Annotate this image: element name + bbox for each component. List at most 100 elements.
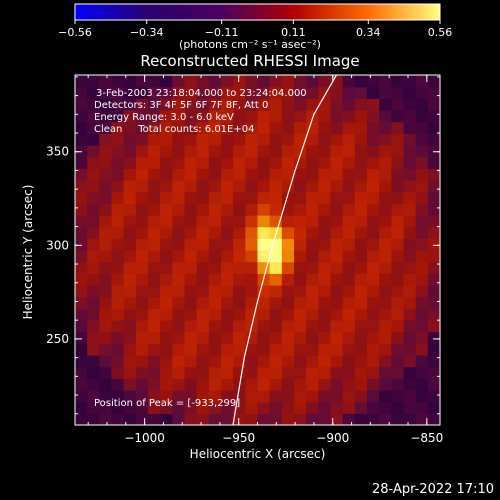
heatmap-cell xyxy=(306,98,319,111)
heatmap-cell xyxy=(172,355,186,368)
heatmap-cell xyxy=(87,226,100,239)
heatmap-cell xyxy=(367,215,380,228)
heatmap-cell xyxy=(257,320,271,333)
heatmap-cell xyxy=(135,308,149,321)
heatmap-cell xyxy=(184,121,198,134)
heatmap-cell xyxy=(196,343,210,356)
heatmap-cell xyxy=(269,308,283,321)
heatmap-cell xyxy=(99,296,113,309)
heatmap-cell xyxy=(403,226,417,239)
heatmap-cell xyxy=(172,98,186,111)
heatmap-cell xyxy=(281,180,295,193)
heatmap-cell xyxy=(233,180,246,193)
heatmap-cell xyxy=(306,401,319,414)
heatmap-cell xyxy=(342,331,356,344)
heatmap-cell xyxy=(172,308,186,321)
heatmap-cell xyxy=(415,86,429,99)
heatmap-cell xyxy=(281,86,295,99)
heatmap-cell xyxy=(184,308,198,321)
heatmap-cell xyxy=(342,401,356,414)
heatmap-cell xyxy=(281,296,295,309)
heatmap-cell xyxy=(111,331,125,344)
colorbar-unit: (photons cm⁻² s⁻¹ asec⁻²) xyxy=(179,38,321,51)
heatmap-cell xyxy=(330,331,344,344)
heatmap-cell xyxy=(99,378,113,391)
heatmap-cell xyxy=(99,215,113,228)
heatmap-cell xyxy=(160,203,173,216)
heatmap-cell xyxy=(294,145,307,158)
heatmap-cell xyxy=(415,121,429,134)
heatmap-cell xyxy=(87,145,100,158)
heatmap-cell xyxy=(208,191,222,204)
heatmap-cell xyxy=(233,331,246,344)
heatmap-cell xyxy=(160,226,173,239)
heatmap-cell xyxy=(221,331,234,344)
heatmap-cell xyxy=(415,110,429,123)
heatmap-cell xyxy=(354,331,368,344)
heatmap-cell xyxy=(269,121,283,134)
heatmap-cell xyxy=(135,238,149,251)
heatmap-cell xyxy=(233,285,246,298)
heatmap-cell xyxy=(318,226,332,239)
heatmap-cell xyxy=(87,355,100,368)
heatmap-cell xyxy=(367,273,380,286)
heatmap-cell xyxy=(403,156,417,169)
heatmap-cell xyxy=(281,308,295,321)
heatmap-cell xyxy=(208,168,222,181)
heatmap-cell xyxy=(330,156,344,169)
heatmap-cell xyxy=(123,215,137,228)
heatmap-cell xyxy=(87,320,100,333)
heatmap-cell xyxy=(306,273,319,286)
heatmap-cell xyxy=(123,226,137,239)
heatmap-cell xyxy=(221,145,234,158)
heatmap-cell xyxy=(403,273,417,286)
heatmap-cell xyxy=(196,215,210,228)
heatmap-cell xyxy=(269,191,283,204)
heatmap-cell xyxy=(172,413,186,425)
heatmap-cell xyxy=(160,401,173,414)
heatmap-cell xyxy=(294,401,307,414)
heatmap-cell xyxy=(318,238,332,251)
heatmap-cell xyxy=(87,156,100,169)
heatmap-cell xyxy=(208,390,222,403)
heatmap-cell xyxy=(245,180,259,193)
heatmap-cell xyxy=(281,75,295,88)
heatmap-cell xyxy=(294,413,307,425)
heatmap-cell xyxy=(342,250,356,263)
heatmap-cell xyxy=(403,110,417,123)
heatmap-cell xyxy=(354,121,368,134)
heatmap-cell xyxy=(379,110,392,123)
heatmap-cell xyxy=(318,308,332,321)
heatmap-cell xyxy=(403,296,417,309)
heatmap-cell xyxy=(306,121,319,134)
heatmap-cell xyxy=(281,378,295,391)
heatmap-cell xyxy=(135,121,149,134)
heatmap-cell xyxy=(87,413,100,425)
heatmap-cell xyxy=(233,261,246,274)
heatmap-cell xyxy=(87,366,100,379)
heatmap-cell xyxy=(245,366,259,379)
heatmap-cell xyxy=(221,215,234,228)
heatmap-cell xyxy=(269,168,283,181)
heatmap-cell xyxy=(379,156,392,169)
heatmap-cell xyxy=(403,285,417,298)
heatmap-cell xyxy=(306,390,319,403)
heatmap-cell xyxy=(269,156,283,169)
heatmap-cell xyxy=(427,98,440,111)
heatmap-cell xyxy=(184,366,198,379)
heatmap-cell xyxy=(196,203,210,216)
heatmap-cell xyxy=(269,250,283,263)
heatmap-cell xyxy=(245,285,259,298)
heatmap-cell xyxy=(148,98,161,111)
heatmap-cell xyxy=(415,331,429,344)
heatmap-cell xyxy=(111,156,125,169)
heatmap-cell xyxy=(221,156,234,169)
heatmap-cell xyxy=(427,308,440,321)
heatmap-cell xyxy=(208,145,222,158)
heatmap-cell xyxy=(196,110,210,123)
heatmap-cell xyxy=(233,215,246,228)
heatmap-cell xyxy=(184,401,198,414)
heatmap-cell xyxy=(306,156,319,169)
x-tick-label: −900 xyxy=(316,431,349,445)
heatmap-cell xyxy=(172,320,186,333)
